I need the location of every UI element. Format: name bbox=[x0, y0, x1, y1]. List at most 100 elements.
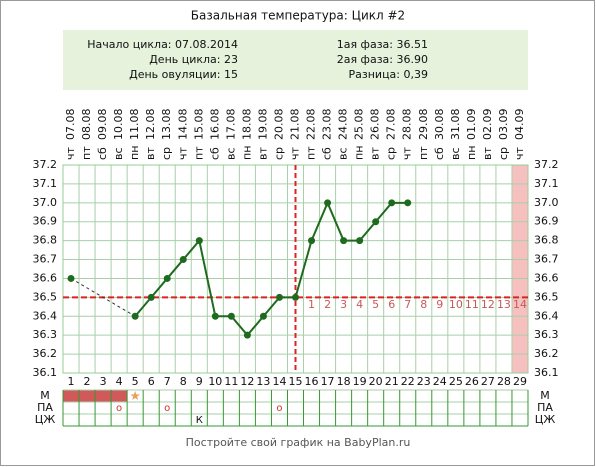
chart-title: Базальная температура: Цикл #2 bbox=[191, 9, 405, 23]
date-label: 25.08 bbox=[353, 109, 366, 141]
weekday-label: вт bbox=[369, 147, 382, 160]
row-cell: о bbox=[116, 403, 122, 414]
date-label: 10.08 bbox=[112, 109, 125, 141]
weekday-label: ср bbox=[272, 147, 285, 160]
x-tick-label: 13 bbox=[256, 375, 270, 388]
x-tick-label: 10 bbox=[208, 375, 222, 388]
date-label: 31.08 bbox=[449, 109, 462, 141]
x-tick-label: 26 bbox=[465, 375, 479, 388]
date-label: 20.08 bbox=[272, 109, 285, 141]
weekday-label: вс bbox=[337, 147, 350, 160]
y-tick-label: 36.8 bbox=[33, 234, 58, 247]
y-tick-label: 37.2 bbox=[33, 158, 58, 171]
y-tick-label: 36.3 bbox=[534, 328, 559, 341]
date-label: 15.08 bbox=[192, 109, 205, 141]
phase-day-label: 2 bbox=[324, 298, 331, 311]
x-tick-label: 4 bbox=[116, 375, 123, 388]
info-text: 2ая фаза: 36.90 bbox=[337, 53, 428, 66]
weekday-label: пт bbox=[417, 146, 430, 160]
temperature-point bbox=[179, 256, 187, 264]
temperature-point bbox=[388, 199, 396, 207]
y-tick-label: 36.2 bbox=[33, 347, 58, 360]
x-tick-label: 8 bbox=[180, 375, 187, 388]
x-tick-label: 5 bbox=[132, 375, 139, 388]
weekday-label: пт bbox=[305, 146, 318, 160]
weekday-label: вт bbox=[144, 147, 157, 160]
x-tick-label: 21 bbox=[385, 375, 399, 388]
x-tick-label: 3 bbox=[100, 375, 107, 388]
y-tick-label: 37.2 bbox=[534, 158, 559, 171]
weekday-label: сб bbox=[433, 147, 446, 160]
x-tick-label: 11 bbox=[224, 375, 238, 388]
info-text: Начало цикла: 07.08.2014 bbox=[87, 38, 238, 51]
x-tick-label: 17 bbox=[321, 375, 335, 388]
temperature-point bbox=[211, 312, 219, 320]
gap-connector bbox=[70, 278, 136, 317]
y-tick-label: 36.9 bbox=[33, 215, 58, 228]
x-tick-label: 12 bbox=[240, 375, 254, 388]
weekday-label: вс bbox=[224, 147, 237, 160]
y-tick-label: 37.0 bbox=[534, 196, 559, 209]
info-text: 1ая фаза: 36.51 bbox=[337, 38, 428, 51]
menstruation-cell bbox=[95, 390, 112, 402]
row-label: М bbox=[540, 389, 550, 402]
date-label: 12.08 bbox=[144, 109, 157, 141]
row-cell: о bbox=[164, 403, 170, 414]
x-tick-label: 14 bbox=[272, 375, 286, 388]
date-label: 24.08 bbox=[337, 109, 350, 141]
row-label: М bbox=[40, 389, 50, 402]
temperature-point bbox=[324, 199, 332, 207]
menstruation-cell bbox=[111, 390, 128, 402]
phase-day-label: 13 bbox=[497, 298, 511, 311]
x-tick-label: 20 bbox=[369, 375, 383, 388]
x-tick-label: 22 bbox=[401, 375, 415, 388]
temperature-point bbox=[67, 274, 75, 282]
temperature-point bbox=[372, 218, 380, 226]
x-tick-label: 29 bbox=[513, 375, 527, 388]
menstruation-cell bbox=[79, 390, 96, 402]
date-label: 14.08 bbox=[176, 109, 189, 141]
row-cell: о bbox=[276, 403, 282, 414]
phase-day-label: 10 bbox=[449, 298, 463, 311]
weekday-label: сб bbox=[96, 147, 109, 160]
y-tick-label: 36.1 bbox=[534, 366, 559, 379]
temperature-line bbox=[134, 200, 408, 337]
temperature-point bbox=[163, 274, 171, 282]
date-label: 17.08 bbox=[224, 109, 237, 141]
y-tick-label: 37.1 bbox=[33, 177, 58, 190]
temperature-point bbox=[308, 237, 316, 245]
weekday-label: пн bbox=[465, 146, 478, 160]
weekday-label: чт bbox=[513, 147, 526, 160]
spotting-star bbox=[130, 391, 140, 401]
weekday-label: вс bbox=[112, 147, 125, 160]
phase-day-label: 7 bbox=[404, 298, 411, 311]
weekday-label: пн bbox=[353, 146, 366, 160]
weekday-label: чт bbox=[401, 147, 414, 160]
temperature-point bbox=[340, 237, 348, 245]
x-tick-label: 16 bbox=[305, 375, 319, 388]
temperature-point bbox=[227, 312, 235, 320]
date-label: 27.08 bbox=[385, 109, 398, 141]
weekday-label: сб bbox=[208, 147, 221, 160]
temperature-point bbox=[292, 293, 299, 301]
x-tick-label: 27 bbox=[481, 375, 495, 388]
row-label: ЦЖ bbox=[535, 413, 556, 426]
phase-day-label: 9 bbox=[436, 298, 443, 311]
x-tick-label: 28 bbox=[497, 375, 511, 388]
date-label: 16.08 bbox=[208, 109, 221, 141]
phase-day-label: 12 bbox=[481, 298, 495, 311]
weekday-label: чт bbox=[289, 147, 302, 160]
date-label: 21.08 bbox=[289, 109, 302, 141]
temperature-point bbox=[404, 199, 412, 207]
y-tick-label: 36.7 bbox=[33, 253, 58, 266]
y-tick-label: 36.4 bbox=[33, 309, 58, 322]
x-tick-label: 9 bbox=[196, 375, 203, 388]
x-tick-label: 23 bbox=[417, 375, 431, 388]
weekday-label: вт bbox=[481, 147, 494, 160]
phase-day-label: 3 bbox=[340, 298, 347, 311]
highlight-column bbox=[511, 165, 528, 373]
weekday-label: вс bbox=[449, 147, 462, 160]
date-label: 30.08 bbox=[433, 109, 446, 141]
phase-day-label: 5 bbox=[372, 298, 379, 311]
